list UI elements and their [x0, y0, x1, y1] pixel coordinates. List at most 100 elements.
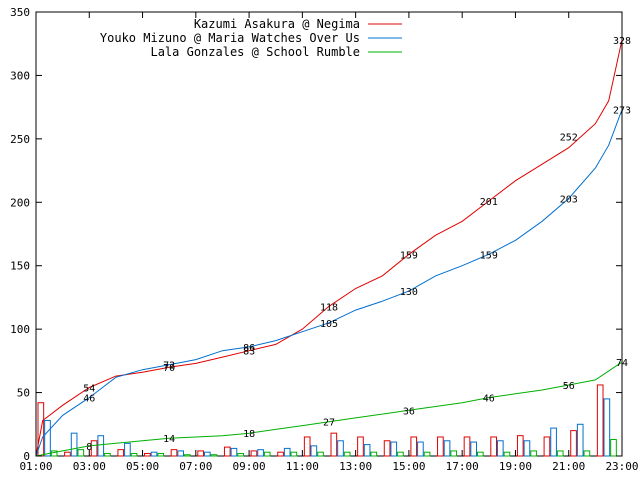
legend-label: Lala Gonzales @ School Rumble [150, 45, 360, 59]
hourly-bar [230, 447, 238, 457]
hourly-bar [437, 436, 444, 457]
hourly-bar [357, 436, 364, 457]
series-line [35, 361, 623, 457]
hourly-bar [97, 435, 105, 457]
hourly-bar [210, 454, 218, 457]
x-axis: 01:00 03:00 05:00 07:00 09:00 11:00 13:00 15:00… [19, 12, 639, 473]
x-tick-label: 07:00 [179, 460, 212, 473]
hourly-bar [197, 450, 204, 457]
y-tick-label: 100 [10, 323, 30, 336]
x-tick-label: 13:00 [339, 460, 372, 473]
data-label: 46 [483, 394, 495, 405]
x-tick-label: 17:00 [446, 460, 479, 473]
data-label: 27 [323, 418, 335, 429]
data-label: 159 [480, 250, 498, 261]
hourly-bar [303, 436, 311, 457]
x-tick-label: 15:00 [392, 460, 425, 473]
hourly-bar [124, 442, 131, 457]
x-tick-label: 09:00 [233, 460, 266, 473]
hourly-bar [290, 451, 298, 457]
x-tick-label: 23:00 [605, 460, 638, 473]
hourly-bar [523, 440, 531, 457]
series-line [35, 39, 623, 457]
x-tick-label: 19:00 [499, 460, 532, 473]
hourly-bar [223, 446, 231, 457]
hourly-bar [330, 432, 338, 457]
hourly-bar [130, 452, 138, 457]
hourly-bar [470, 441, 478, 457]
hourly-bars [37, 384, 617, 457]
hourly-bar [556, 450, 564, 457]
hourly-bar [410, 436, 418, 457]
data-label: 18 [243, 429, 255, 440]
hourly-bar [157, 452, 165, 457]
hourly-bar [383, 440, 391, 457]
y-tick-label: 200 [10, 196, 30, 209]
hourly-bar [44, 419, 51, 457]
legend-label: Kazumi Asakura @ Negima [194, 17, 360, 31]
hourly-bar [263, 451, 271, 457]
plot-frame [35, 11, 623, 457]
hourly-bar [337, 440, 344, 457]
data-label: 159 [400, 250, 418, 261]
data-label: 105 [320, 319, 338, 330]
data-label: 74 [616, 358, 628, 369]
x-tick-label: 11:00 [286, 460, 319, 473]
hourly-bar [184, 454, 191, 457]
x-tick-label: 05:00 [126, 460, 159, 473]
hourly-bar [203, 451, 211, 457]
hourly-bar [104, 452, 111, 457]
hourly-bar [490, 436, 497, 457]
hourly-bar [397, 451, 404, 457]
x-tick-label: 03:00 [73, 460, 106, 473]
data-label: 14 [163, 434, 175, 445]
data-label: 328 [613, 36, 631, 47]
data-label: 72 [163, 361, 175, 372]
hourly-bar [576, 423, 584, 457]
data-label: 54 [83, 383, 95, 394]
hourly-bar [496, 440, 504, 457]
hourly-bar [530, 450, 537, 457]
y-tick-label: 250 [10, 133, 30, 146]
x-tick-label: 01:00 [19, 460, 52, 473]
data-label: 70 [163, 363, 175, 374]
data-label: 252 [560, 132, 578, 143]
hourly-bar [423, 451, 431, 457]
hourly-bar [543, 436, 551, 457]
data-label: 86 [243, 343, 255, 354]
hourly-bar [250, 450, 258, 457]
hourly-bar [477, 451, 484, 457]
data-label: 201 [480, 197, 498, 208]
hourly-bar [257, 449, 264, 457]
y-tick-label: 50 [17, 387, 30, 400]
hourly-bar [144, 452, 151, 457]
y-tick-label: 350 [10, 6, 30, 19]
hourly-bar [596, 384, 604, 457]
hourly-bar [503, 451, 511, 457]
hourly-bar [370, 451, 378, 457]
hourly-bar [363, 444, 371, 457]
data-label: 130 [400, 287, 418, 298]
data-label: 273 [613, 106, 631, 117]
hourly-bar [610, 439, 617, 457]
data-label: 36 [403, 406, 415, 417]
hourly-bar [463, 436, 471, 457]
hourly-bar [443, 440, 451, 457]
hourly-bar [150, 451, 158, 457]
hourly-bar [603, 398, 611, 457]
hourly-bar [70, 432, 78, 457]
y-tick-label: 300 [10, 69, 30, 82]
hourly-bar [177, 450, 185, 457]
hourly-bar [64, 451, 71, 457]
hourly-bar [516, 435, 524, 457]
series-line [35, 109, 623, 457]
data-label: 8 [86, 442, 92, 453]
hourly-bar [450, 450, 458, 457]
legend-label: Youko Mizuno @ Maria Watches Over Us [100, 31, 360, 45]
x-tick-label: 21:00 [552, 460, 585, 473]
hourly-bar [283, 447, 291, 457]
y-tick-label: 0 [23, 450, 30, 463]
hourly-bar [117, 449, 125, 457]
